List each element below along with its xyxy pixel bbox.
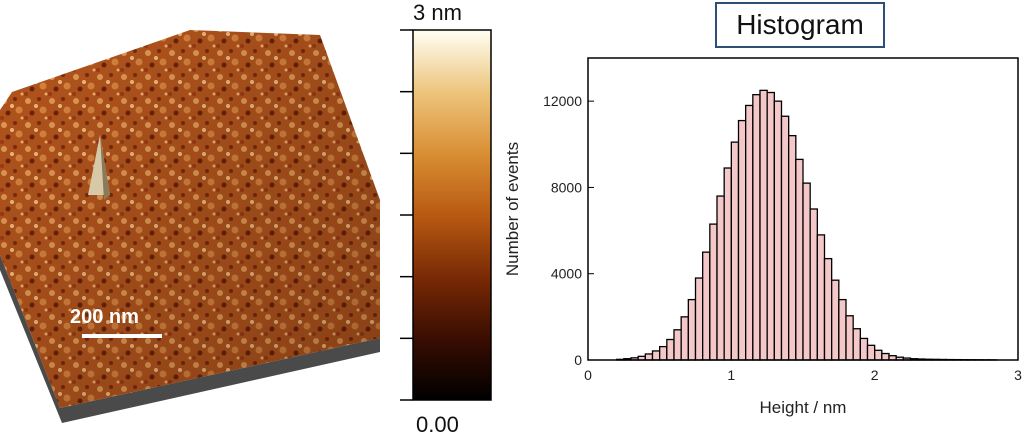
histogram-bar [859, 337, 869, 361]
x-axis-label: Height / nm [760, 398, 847, 417]
histogram-bar [852, 328, 861, 361]
histogram-bar [773, 100, 783, 361]
histogram-bar [687, 298, 697, 361]
histogram-bar [651, 350, 661, 361]
colorbar-max-label: 3 nm [413, 0, 462, 25]
histogram-bar [737, 119, 747, 361]
colorbar-min-label: 0.00 [416, 412, 459, 437]
histogram-bars [616, 89, 998, 361]
x-tick-label: 3 [1014, 367, 1022, 383]
y-tick-label: 4000 [551, 266, 582, 282]
histogram-bar [666, 338, 675, 361]
plot-frame [587, 57, 1019, 361]
afm-base-side [0, 255, 380, 423]
chart-title: Histogram [715, 2, 885, 48]
histogram-chart: 0 1 2 3 0 4000 8000 12000 Height / nm Number of… [503, 57, 1022, 417]
histogram-bar [845, 315, 854, 361]
y-tick-label: 12000 [543, 93, 582, 109]
histogram-bar [680, 316, 689, 361]
histogram-bar [745, 104, 754, 361]
histogram-bar [795, 158, 804, 361]
histogram-bar [780, 115, 790, 361]
histogram-bar [709, 223, 718, 361]
histogram-bar [759, 89, 768, 361]
histogram-bar [702, 251, 711, 361]
histogram-bar [838, 298, 847, 361]
histogram-bar [673, 329, 682, 361]
histogram-bar [752, 94, 761, 361]
histogram-bar [831, 279, 840, 361]
y-axis-label: Number of events [503, 142, 522, 276]
colorbar [400, 29, 492, 401]
histogram-bar [809, 208, 818, 361]
histogram-bar [866, 344, 876, 361]
x-tick-label: 1 [727, 367, 735, 383]
histogram-bar [730, 141, 740, 361]
y-tick-label: 8000 [551, 179, 582, 195]
histogram-bar [802, 182, 811, 361]
histogram-axes: 0 1 2 3 0 4000 8000 12000 [543, 93, 1022, 383]
histogram-bar [644, 353, 654, 361]
colorbar-ticks [400, 29, 413, 401]
histogram-bar [716, 195, 725, 361]
histogram-bar [881, 352, 890, 361]
histogram-bar [816, 234, 826, 361]
histogram-bar [788, 135, 797, 361]
afm-topography-image [0, 30, 380, 423]
colorbar-gradient [412, 29, 492, 401]
histogram-bar [723, 167, 732, 361]
x-tick-label: 2 [871, 367, 879, 383]
y-tick-label: 0 [574, 352, 582, 368]
histogram-bar [659, 345, 668, 361]
scale-bar-label: 200 nm [70, 306, 139, 328]
histogram-bar [766, 91, 775, 361]
histogram-bar [823, 257, 833, 361]
x-tick-label: 0 [584, 367, 592, 383]
scale-bar [82, 334, 162, 338]
histogram-bar [694, 277, 704, 361]
histogram-bar [874, 349, 883, 361]
